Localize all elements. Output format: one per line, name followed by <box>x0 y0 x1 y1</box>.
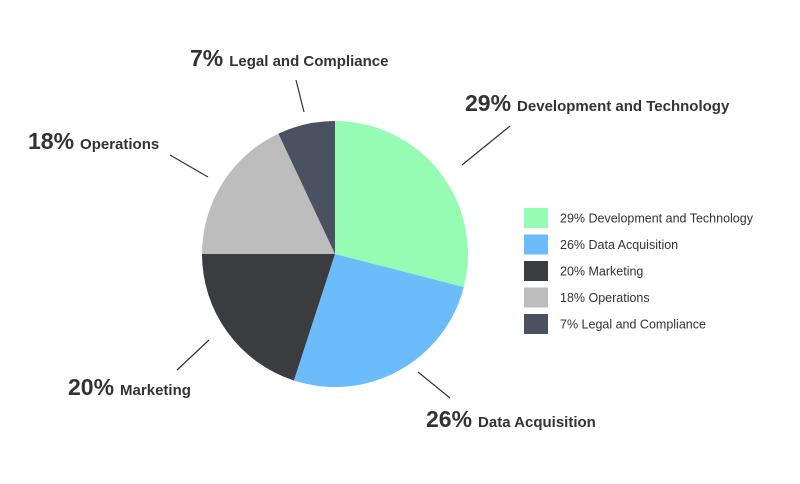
leader-line-operations <box>169 154 209 178</box>
callout-data-acquisition: 26% Data Acquisition <box>426 406 596 432</box>
callout-legal-and-compliance: 7% Legal and Compliance <box>190 45 388 71</box>
pie-slice-development-and-technology <box>335 121 468 288</box>
legend-swatch-data-acquisition <box>524 234 548 255</box>
callout-label-data-acquisition: Data Acquisition <box>478 414 596 431</box>
legend-label-legal-and-compliance: 7% Legal and Compliance <box>560 318 706 332</box>
callout-label-development-and-technology: Development and Technology <box>517 98 730 115</box>
callout-marketing: 20% Marketing <box>68 374 191 400</box>
pie-slices <box>202 121 468 387</box>
pie-slice-marketing <box>202 254 335 381</box>
legend-swatch-operations <box>524 287 548 308</box>
slice-callouts: 29% Development and Technology 26% Data Acq… <box>28 45 730 432</box>
pie-slice-data-acquisition <box>293 254 464 387</box>
callout-value-development-and-technology: 29% <box>465 90 511 116</box>
leader-line-marketing <box>176 339 210 371</box>
callout-operations: 18% Operations <box>28 128 159 154</box>
callout-value-data-acquisition: 26% <box>426 406 472 432</box>
callout-value-operations: 18% <box>28 128 74 154</box>
legend-label-marketing: 20% Marketing <box>560 265 643 279</box>
callout-value-marketing: 20% <box>68 374 114 400</box>
pie-slice-operations <box>202 133 335 254</box>
callout-development-and-technology: 29% Development and Technology <box>465 90 730 116</box>
callout-label-marketing: Marketing <box>120 382 191 399</box>
leader-line-legal-and-compliance <box>295 79 305 113</box>
legend-label-operations: 18% Operations <box>560 291 650 305</box>
callout-label-legal-and-compliance: Legal and Compliance <box>229 53 388 70</box>
legend-swatch-marketing <box>524 261 548 281</box>
leader-line-data-acquisition <box>417 371 451 399</box>
callout-label-operations: Operations <box>80 136 159 153</box>
pie-slice-legal-and-compliance <box>278 121 335 254</box>
legend-label-development-and-technology: 29% Development and Technology <box>560 212 754 226</box>
legend: 29% Development and Technology 26% Data A… <box>524 208 754 334</box>
leader-lines <box>169 79 511 399</box>
legend-swatch-development-and-technology <box>524 208 548 228</box>
legend-label-data-acquisition: 26% Data Acquisition <box>560 238 678 252</box>
legend-swatch-legal-and-compliance <box>524 314 548 334</box>
callout-value-legal-and-compliance: 7% <box>190 45 223 71</box>
leader-line-development-and-technology <box>461 125 511 166</box>
